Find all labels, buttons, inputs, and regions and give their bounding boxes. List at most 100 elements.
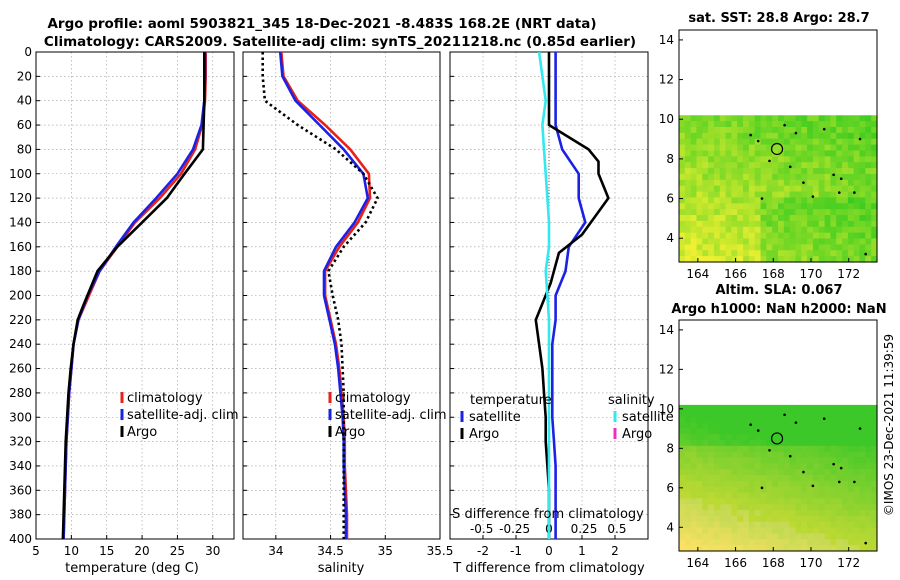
heatmap-cell bbox=[789, 121, 797, 128]
heatmap-cell bbox=[684, 486, 692, 494]
heatmap-cell bbox=[766, 404, 773, 412]
island-dot bbox=[832, 173, 835, 177]
heatmap-cell bbox=[737, 527, 744, 535]
heatmap-cell bbox=[696, 115, 703, 122]
heatmap-cell bbox=[708, 428, 715, 435]
heatmap-cell bbox=[731, 232, 738, 240]
heatmap-cell bbox=[743, 185, 750, 193]
heatmap-cell bbox=[778, 439, 785, 447]
heatmap-cell bbox=[737, 232, 744, 240]
heatmap-cell bbox=[812, 422, 820, 429]
heatmap-cell bbox=[847, 463, 855, 470]
heatmap-cell bbox=[842, 475, 849, 482]
heatmap-cell bbox=[859, 179, 866, 187]
heatmap-cell bbox=[859, 533, 866, 540]
heatmap-cell bbox=[719, 173, 727, 181]
heatmap-cell bbox=[690, 457, 698, 464]
heatmap-cell bbox=[824, 138, 832, 146]
heatmap-cell bbox=[807, 138, 814, 146]
heatmap-cell bbox=[772, 422, 779, 429]
heatmap-cell bbox=[842, 144, 849, 152]
heatmap-cell bbox=[760, 144, 767, 152]
heatmap-cell bbox=[772, 492, 779, 499]
heatmap-cell bbox=[847, 115, 855, 122]
heatmap-cell bbox=[783, 445, 791, 453]
heatmap-cell bbox=[789, 545, 797, 552]
heatmap-cell bbox=[702, 256, 709, 263]
heatmap-cell bbox=[871, 533, 878, 540]
heatmap-cell bbox=[807, 422, 814, 429]
heatmap-cell bbox=[679, 144, 686, 152]
heatmap-cell bbox=[818, 504, 826, 511]
legend-label: satellite bbox=[469, 410, 521, 425]
map-y-tick-label: 8 bbox=[666, 441, 674, 455]
heatmap-cell bbox=[778, 244, 785, 251]
heatmap-cell bbox=[853, 191, 861, 199]
heatmap-cell bbox=[830, 463, 837, 470]
heatmap-cell bbox=[696, 416, 703, 424]
heatmap-cell bbox=[801, 244, 808, 251]
heatmap-cell bbox=[865, 232, 872, 240]
heatmap-cell bbox=[708, 197, 715, 204]
heatmap-cell bbox=[731, 510, 738, 517]
heatmap-cell bbox=[731, 144, 738, 152]
heatmap-cell bbox=[818, 121, 826, 128]
heatmap-cell bbox=[801, 416, 808, 424]
heatmap-cell bbox=[824, 510, 832, 517]
heatmap-cell bbox=[795, 422, 802, 429]
heatmap-cell bbox=[679, 127, 686, 134]
heatmap-cell bbox=[865, 422, 872, 429]
x-tick-label: 1 bbox=[578, 544, 586, 558]
heatmap-cell bbox=[737, 451, 744, 459]
heatmap-cell bbox=[795, 256, 802, 263]
heatmap-cell bbox=[842, 226, 849, 234]
heatmap-cell bbox=[713, 445, 721, 453]
map-x-tick-label: 164 bbox=[686, 556, 709, 570]
heatmap-cell bbox=[690, 203, 698, 210]
heatmap-cell bbox=[818, 527, 826, 535]
heatmap-cell bbox=[801, 185, 808, 193]
island-dot bbox=[768, 159, 771, 163]
heatmap-cell bbox=[725, 197, 733, 204]
heatmap-cell bbox=[847, 486, 855, 494]
heatmap-cell bbox=[842, 115, 849, 122]
heatmap-cell bbox=[690, 510, 698, 517]
heatmap-cell bbox=[772, 504, 779, 511]
heatmap-cell bbox=[760, 232, 767, 240]
heatmap-cell bbox=[748, 428, 756, 435]
heatmap-cell bbox=[725, 121, 733, 128]
heatmap-cell bbox=[679, 121, 686, 128]
heatmap-cell bbox=[853, 475, 861, 482]
heatmap-cell bbox=[760, 445, 767, 453]
heatmap-cell bbox=[801, 492, 808, 499]
heatmap-cell bbox=[731, 179, 738, 187]
depth-tick-label: 400 bbox=[9, 532, 32, 546]
heatmap-cell bbox=[684, 173, 692, 181]
heatmap-cell bbox=[743, 422, 750, 429]
heatmap-cell bbox=[824, 410, 832, 418]
heatmap-cell bbox=[696, 510, 703, 517]
heatmap-cell bbox=[772, 527, 779, 535]
map-frame bbox=[678, 29, 878, 263]
depth-tick-label: 60 bbox=[17, 118, 32, 132]
map-y-tick-label: 10 bbox=[659, 402, 674, 416]
heatmap-cell bbox=[859, 416, 866, 424]
heatmap-cell bbox=[812, 463, 820, 470]
heatmap-cell bbox=[754, 250, 762, 257]
argo-position-marker bbox=[770, 142, 784, 156]
heatmap-cell bbox=[760, 185, 767, 193]
heatmap-cell bbox=[772, 209, 779, 216]
heatmap-cell bbox=[696, 256, 703, 263]
heatmap-cell bbox=[818, 226, 826, 234]
heatmap-cell bbox=[766, 121, 773, 128]
heatmap-cell bbox=[801, 115, 808, 122]
heatmap-cell bbox=[807, 238, 814, 245]
heatmap-cell bbox=[853, 238, 861, 245]
heatmap-cell bbox=[778, 162, 785, 169]
heatmap-cell bbox=[836, 232, 843, 240]
heatmap-cell bbox=[696, 533, 703, 540]
heatmap-cell bbox=[865, 173, 872, 181]
heatmap-cell bbox=[690, 209, 698, 216]
heatmap-cell bbox=[737, 115, 744, 122]
heatmap-cell bbox=[859, 156, 866, 163]
